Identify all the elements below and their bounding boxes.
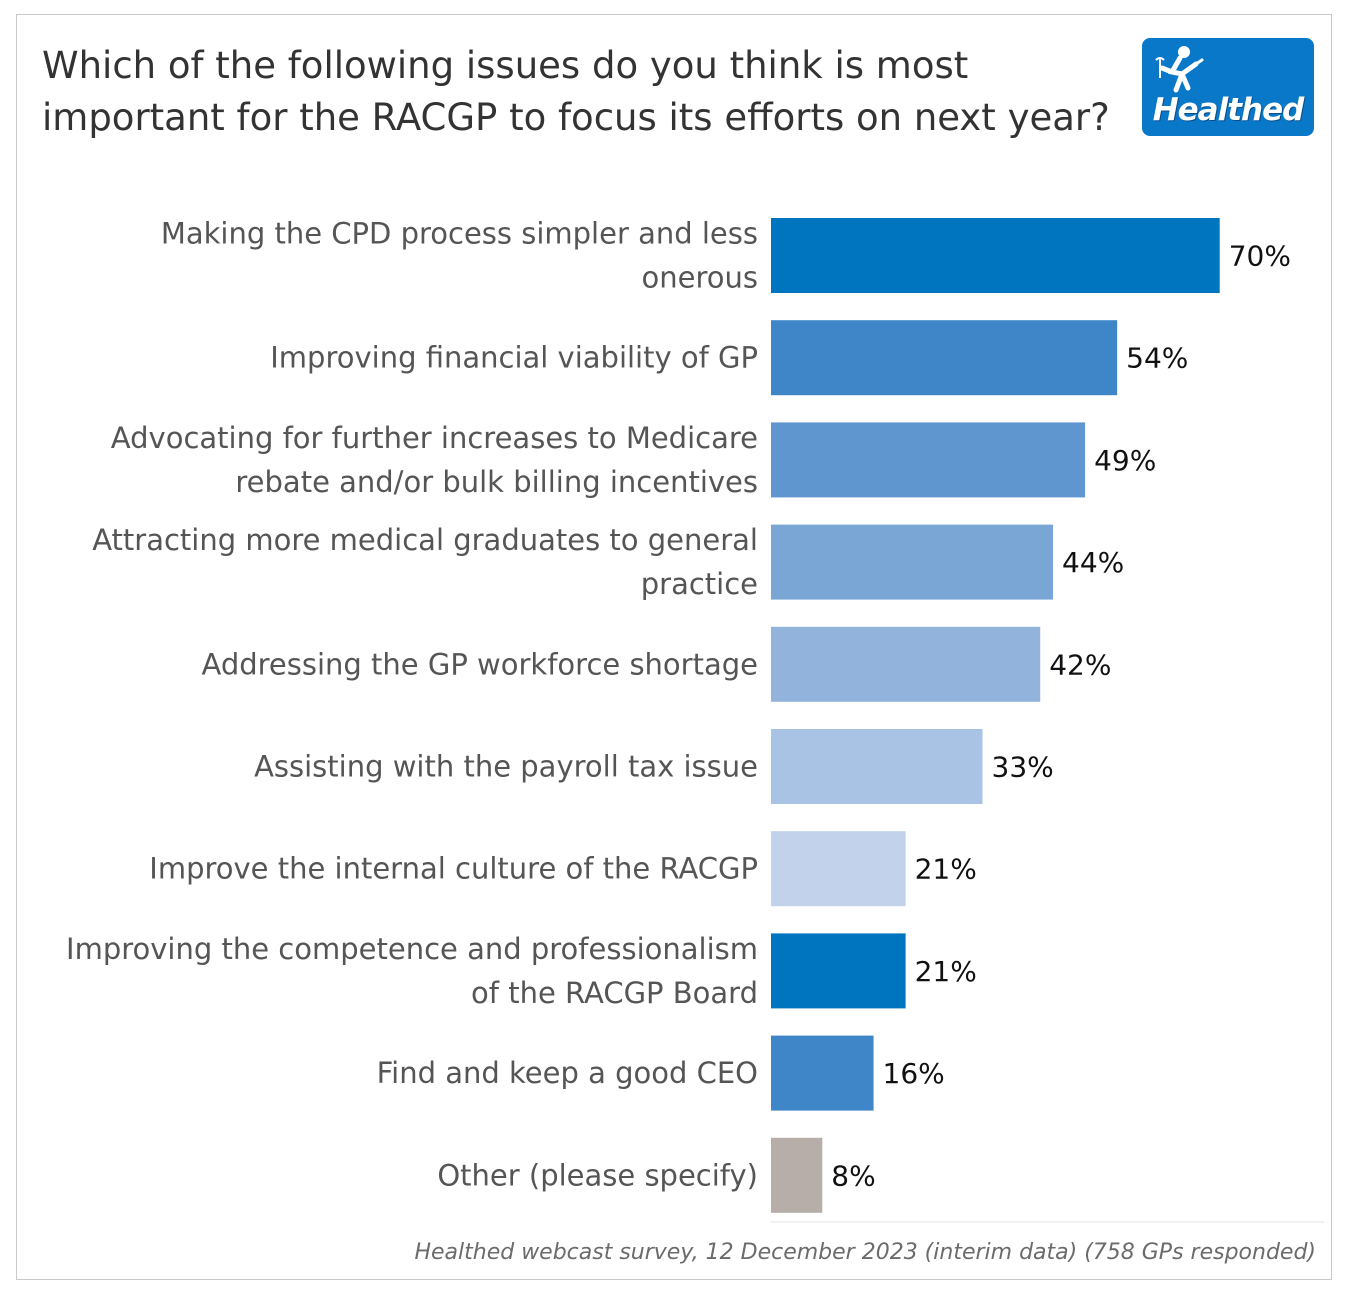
value-label-3: 49%	[1094, 444, 1156, 477]
value-label-1: 70%	[1229, 240, 1291, 273]
value-label-7: 21%	[915, 853, 977, 886]
bar-9	[771, 1035, 874, 1111]
title-line-2: important for the RACGP to focus its eff…	[42, 96, 1110, 139]
category-label-7-line-1: Improve the internal culture of the RACG…	[149, 852, 758, 886]
category-label-1-line-2: onerous	[642, 261, 758, 295]
category-label-3-line-1: Advocating for further increases to Medi…	[111, 421, 758, 455]
chart-title: Which of the following issues do you thi…	[42, 40, 1122, 144]
bar-4	[771, 524, 1054, 600]
bars	[771, 218, 1220, 1213]
logo-text: Healthed	[1152, 92, 1305, 128]
bar-2	[771, 320, 1118, 396]
value-label-6: 33%	[992, 751, 1054, 784]
value-label-10: 8%	[831, 1159, 875, 1192]
category-label-5-line-1: Addressing the GP workforce shortage	[201, 647, 758, 681]
category-label-6-line-1: Assisting with the payroll tax issue	[254, 750, 758, 784]
bar-1	[771, 218, 1220, 293]
value-label-9: 16%	[883, 1057, 945, 1090]
category-label-4-line-2: practice	[641, 567, 758, 601]
value-labels: 70% 54% 49% 44% 42% 33% 21% 21% 16% 8%	[831, 240, 1291, 1193]
chart-frame	[16, 14, 1332, 1280]
value-label-2: 54%	[1126, 342, 1188, 375]
value-label-5: 42%	[1049, 648, 1111, 681]
runner-figure-icon	[1155, 46, 1204, 93]
category-label-8-line-1: Improving the competence and professiona…	[66, 932, 758, 966]
bar-3	[771, 422, 1086, 498]
category-label-9-line-1: Find and keep a good CEO	[377, 1056, 758, 1090]
footnote: Healthed webcast survey, 12 December 202…	[414, 1240, 1316, 1265]
category-label-3-line-2: rebate and/or bulk billing incentives	[235, 465, 758, 499]
category-label-8-line-2: of the RACGP Board	[471, 976, 758, 1010]
value-label-4: 44%	[1062, 546, 1124, 579]
category-label-2-line-1: Improving financial viability of GP	[270, 341, 758, 375]
bar-8	[771, 933, 906, 1009]
category-label-1-line-1: Making the CPD process simpler and less	[161, 217, 758, 251]
bar-7	[771, 831, 906, 907]
category-label-4-line-1: Attracting more medical graduates to gen…	[92, 523, 758, 557]
title-line-1: Which of the following issues do you thi…	[42, 44, 969, 87]
category-label-10-line-1: Other (please specify)	[437, 1158, 758, 1192]
bar-6	[771, 729, 983, 804]
value-label-8: 21%	[915, 955, 977, 988]
healthed-logo: Healthed	[1142, 38, 1314, 136]
bar-10	[771, 1137, 823, 1213]
bar-5	[771, 626, 1041, 702]
category-labels: Making the CPD process simpler and less o…	[66, 217, 758, 1193]
